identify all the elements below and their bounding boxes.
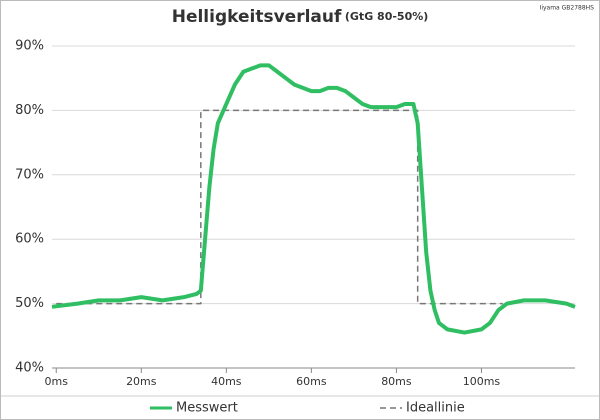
y-tick-label: 90%	[15, 39, 44, 54]
y-tick-label: 50%	[15, 296, 44, 311]
series-line	[51, 63, 576, 335]
x-tick-label: 20ms	[126, 375, 157, 388]
x-tick-label: 60ms	[296, 375, 327, 388]
y-tick-label: 80%	[15, 103, 44, 118]
x-tick-label: 100ms	[463, 375, 501, 388]
x-tick-label: 40ms	[211, 375, 242, 388]
x-tick-label: 0ms	[45, 375, 69, 388]
y-tick-label: 70%	[15, 167, 44, 182]
chart-title: Helligkeitsverlauf (GtG 80-50%)	[172, 7, 429, 27]
source: Iiyama GB2788HS	[540, 5, 595, 12]
y-tick-label: 40%	[15, 361, 44, 376]
title: Helligkeitsverlauf	[172, 7, 342, 27]
x-tick-label: 80ms	[381, 375, 412, 388]
legend-label: Messwert	[176, 401, 238, 416]
y-tick-label: 60%	[15, 232, 44, 247]
subtitle: (GtG 80-50%)	[345, 10, 428, 23]
legend-label: Ideallinie	[406, 401, 465, 416]
